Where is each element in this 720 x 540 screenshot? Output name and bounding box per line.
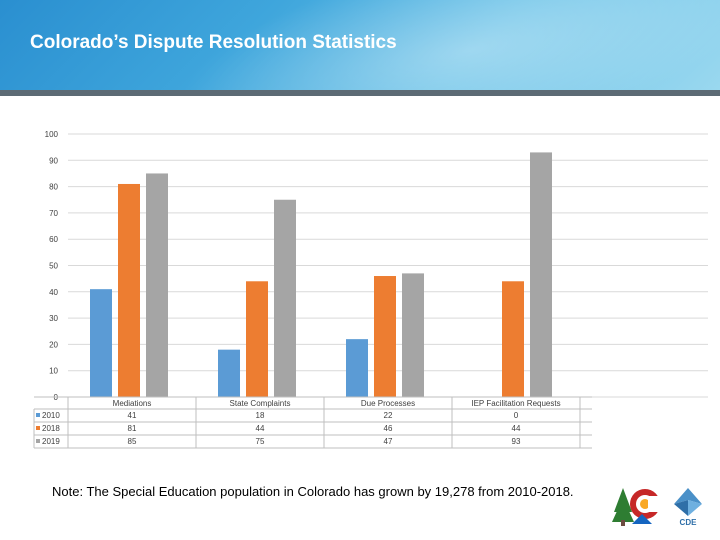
category-label: Mediations — [113, 399, 152, 408]
data-value-label: 47 — [384, 437, 393, 446]
data-value-label: 85 — [128, 437, 137, 446]
data-value-label: 41 — [128, 411, 137, 420]
y-tick-label: 20 — [49, 340, 58, 349]
bar — [118, 183, 140, 397]
category-label: State Complaints — [230, 399, 291, 408]
data-value-label: 44 — [256, 424, 265, 433]
y-tick-label: 100 — [45, 130, 59, 139]
bar — [346, 339, 368, 397]
y-tick-label: 80 — [49, 183, 58, 192]
category-label: IEP Facilitation Requests — [471, 399, 560, 408]
legend-swatch — [36, 439, 40, 443]
title-banner: Colorado’s Dispute Resolution Statistics — [0, 0, 720, 90]
category-label: Due Processes — [361, 399, 415, 408]
bar — [246, 281, 268, 397]
footnote: Note: The Special Education population i… — [52, 484, 574, 499]
y-tick-label: 40 — [49, 288, 58, 297]
dispute-bar-chart: 0 10 20 30 40 50 60 70 80 90 100 Mediations State C… — [33, 130, 708, 449]
cde-logo-label: CDE — [680, 518, 698, 527]
legend-swatch — [36, 426, 40, 430]
legend-label: 2018 — [42, 424, 60, 433]
bar — [530, 152, 552, 397]
bar — [146, 173, 168, 397]
data-value-label: 18 — [256, 411, 265, 420]
title-divider — [0, 90, 720, 96]
bar — [90, 289, 112, 397]
y-tick-label: 10 — [49, 367, 58, 376]
bar — [274, 199, 296, 397]
y-tick-label: 90 — [49, 156, 58, 165]
y-tick-label: 50 — [49, 262, 58, 271]
data-value-label: 46 — [384, 424, 393, 433]
bar — [402, 273, 424, 397]
legend-label: 2010 — [42, 411, 60, 420]
bar — [218, 349, 240, 397]
bar — [374, 276, 396, 397]
legend-swatch — [36, 413, 40, 417]
bar — [502, 281, 524, 397]
data-value-label: 44 — [512, 424, 521, 433]
slide-title: Colorado’s Dispute Resolution Statistics — [30, 32, 397, 53]
y-tick-label: 30 — [49, 314, 58, 323]
cde-logo-icon: CDE — [674, 488, 702, 527]
data-value-label: 22 — [384, 411, 393, 420]
data-value-label: 75 — [256, 437, 265, 446]
data-value-label: 0 — [514, 411, 519, 420]
colorado-logo-icon — [612, 488, 660, 526]
y-tick-label: 60 — [49, 235, 58, 244]
y-tick-label: 70 — [49, 209, 58, 218]
legend-label: 2019 — [42, 437, 60, 446]
data-value-label: 81 — [128, 424, 137, 433]
data-value-label: 93 — [512, 437, 521, 446]
